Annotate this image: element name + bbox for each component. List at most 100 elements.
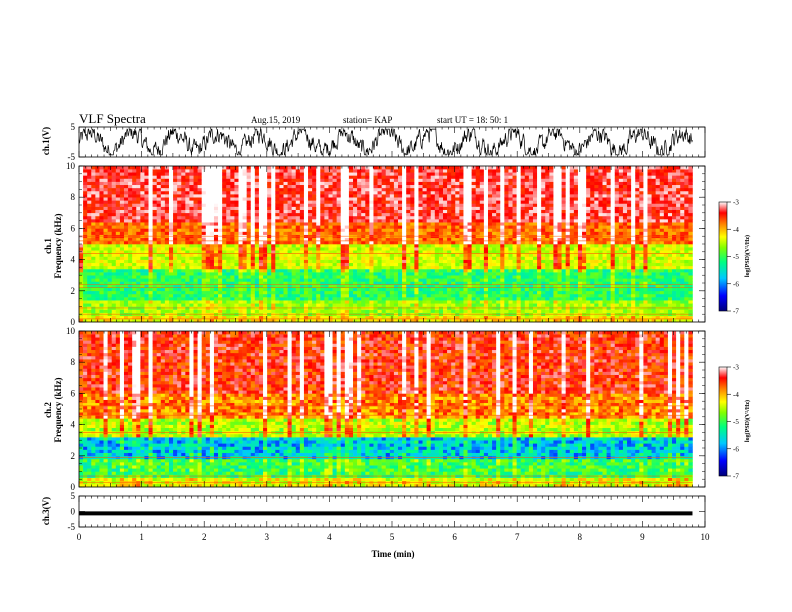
ch1-spectrogram-cell (418, 222, 423, 226)
ch1-spectrogram-cell (218, 175, 223, 179)
ch1-spectrogram-cell (283, 287, 288, 292)
ch1-spectrogram-cell (291, 290, 297, 295)
ch1-spectrogram-cell (218, 169, 223, 173)
ch1-spectrogram-cell (267, 250, 272, 254)
ch1-spectrogram-cell (246, 287, 252, 292)
ch1-spectrogram-cell (422, 265, 427, 270)
ch1-spectrogram-cell (332, 256, 337, 260)
ch1-spectrogram-cell (226, 303, 231, 307)
ch1-spectrogram-cell (246, 281, 252, 285)
ch1-spectrogram-cell (361, 219, 366, 223)
ch1-spectrogram-cell (234, 275, 239, 279)
ch1-spectrogram-cell (340, 303, 346, 307)
ch1-spectrogram-cell (377, 206, 382, 210)
ch1-spectrogram-cell (87, 244, 92, 248)
ch1-spectrogram-cell (451, 281, 456, 285)
ch1-spectrogram-cell (312, 287, 317, 292)
ch1-spectrogram-cell (353, 169, 358, 173)
ch1-spectrogram-cell (152, 278, 158, 282)
ch1-spectrogram-cell (123, 181, 129, 186)
ch1-spectrogram-cell (332, 209, 337, 214)
ch1-spectrogram-cell (434, 215, 440, 220)
ch1-spectrogram-cell (393, 184, 399, 189)
ch1-spectrogram-cell (410, 225, 415, 229)
ch1-spectrogram-cell (344, 222, 350, 226)
ch1-spectrogram-cell (373, 194, 378, 198)
ch1-spectrogram-cell (324, 293, 329, 298)
ch1-spectrogram-cell (340, 187, 346, 192)
ch1-spectrogram-cell (303, 187, 309, 192)
ch1-spectrogram-cell (328, 240, 333, 245)
ch1-spectrogram-cell (271, 175, 276, 179)
ch1-spectrogram-cell (103, 175, 108, 179)
ch1-spectrogram-cell (213, 244, 219, 248)
ch1-spectrogram-cell (393, 275, 399, 279)
ch1-spectrogram-cell (99, 256, 104, 260)
ch1-spectrogram-cell (353, 187, 358, 192)
ch1-spectrogram-cell (438, 262, 444, 267)
ch1-spectrogram-cell (422, 272, 427, 276)
ch1-spectrogram-cell (123, 290, 129, 295)
ch1-spectrogram-cell (324, 265, 329, 270)
ch1-spectrogram-cell (160, 200, 166, 204)
ch1-spectrogram-cell (336, 178, 342, 182)
ch1-spectrogram-cell (173, 259, 178, 264)
ch1-spectrogram-cell (271, 244, 276, 248)
ch1-spectrogram-cell (87, 209, 92, 214)
ch1-spectrogram-cell (234, 284, 239, 288)
ch1-spectrogram-cell (344, 197, 350, 201)
ch1-spectrogram-cell (287, 219, 292, 223)
ch1-spectrogram-cell (426, 181, 432, 186)
ch1-spectrogram-cell (156, 244, 162, 248)
ch1-spectrogram-cell (164, 290, 170, 295)
ch1-spectrogram-cell (336, 169, 342, 173)
ch1-spectrogram-cell (451, 300, 456, 304)
ch1-spectrogram-cell (348, 209, 354, 214)
ch1-spectrogram-cell (136, 272, 141, 276)
ch1-spectrogram-cell (299, 240, 305, 245)
ch1-spectrogram-cell (242, 297, 247, 301)
ch1-spectrogram-cell (193, 203, 198, 207)
ch1-spectrogram-cell (185, 290, 190, 295)
ch1-spectrogram-cell (103, 197, 108, 201)
ch1-spectrogram-cell (168, 293, 174, 298)
ch1-spectrogram-cell (447, 200, 452, 204)
ch1-spectrogram-cell (136, 228, 141, 232)
ch1-spectrogram-cell (393, 262, 399, 267)
ch1-spectrogram-cell (193, 240, 198, 245)
ch1-spectrogram-cell (373, 278, 378, 282)
ch1-spectrogram-cell (99, 300, 104, 304)
ch1-spectrogram-cell (459, 203, 464, 207)
ch1-spectrogram-cell (438, 309, 444, 313)
ch1-spectrogram-cell (99, 169, 104, 173)
ch1-spectrogram-cell (332, 197, 337, 201)
ch1-spectrogram-cell (308, 259, 313, 264)
ch1-spectrogram-cell (242, 194, 247, 198)
ch1-spectrogram-cell (467, 293, 472, 298)
ch1-spectrogram-cell (103, 209, 108, 214)
ch1-spectrogram-cell (185, 197, 190, 201)
ch1-spectrogram-cell (258, 303, 264, 307)
ch1-spectrogram-cell (361, 187, 366, 192)
ch1-spectrogram-cell (128, 181, 133, 186)
ch1-spectrogram-cell (291, 303, 297, 307)
ch1-spectrogram-cell (402, 281, 407, 285)
ch1-spectrogram-cell (234, 265, 239, 270)
ch1-spectrogram-cell (295, 178, 301, 182)
ch1-spectrogram-cell (87, 215, 92, 220)
ch1-spectrogram-cell (193, 256, 198, 260)
ch1-spectrogram-cell (357, 315, 362, 320)
ch1-spectrogram-cell (132, 262, 137, 267)
ch1-spectrogram-cell (463, 212, 468, 217)
ch1-spectrogram-cell (332, 278, 337, 282)
ch1-spectrogram-cell (226, 219, 231, 223)
ch1-spectrogram-cell (451, 256, 456, 260)
ch1-spectrogram-cell (295, 272, 301, 276)
ch1-spectrogram-cell (242, 209, 247, 214)
ch1-spectrogram-cell (451, 318, 456, 323)
ch1-spectrogram-cell (438, 250, 444, 254)
ch1-spectrogram-cell (393, 300, 399, 304)
ch1-spectrogram-cell (258, 197, 264, 201)
ch1-spectrogram-cell (197, 244, 202, 248)
ch1-spectrogram-cell (209, 262, 215, 267)
